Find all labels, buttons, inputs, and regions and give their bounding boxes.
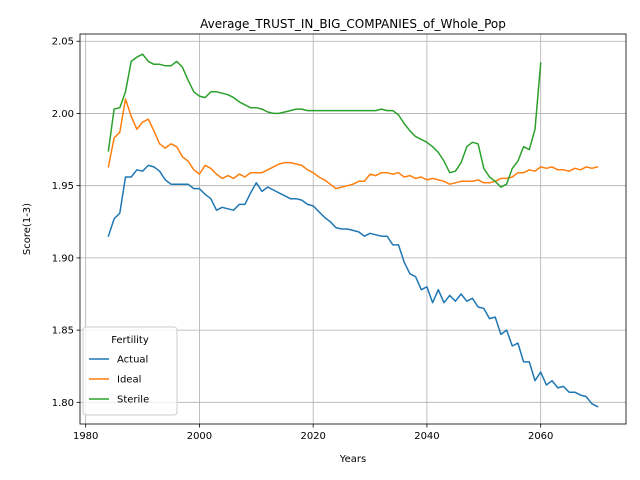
series-line-actual xyxy=(107,164,599,408)
x-tick-label: 2040 xyxy=(414,431,439,442)
y-tick-label: 1.90 xyxy=(52,253,74,264)
series-line-sterile xyxy=(107,53,542,188)
y-tick-label: 1.85 xyxy=(52,326,74,337)
series-line-ideal xyxy=(107,98,599,190)
series-lines xyxy=(107,53,599,408)
legend-box xyxy=(82,326,178,416)
y-axis-label: Score(1-3) xyxy=(22,203,33,255)
x-tick-label: 2000 xyxy=(187,431,212,442)
y-tick-label: 1.95 xyxy=(52,181,74,192)
grid xyxy=(80,34,626,424)
legend-label-actual: Actual xyxy=(117,355,148,366)
x-tick-label: 2060 xyxy=(528,431,553,442)
y-tick-label: 2.00 xyxy=(52,109,74,120)
legend-label-sterile: Sterile xyxy=(117,395,149,406)
plot-frame xyxy=(79,33,627,425)
legend: Fertility Actual Ideal Sterile xyxy=(82,326,178,416)
x-axis-ticks: 1980 2000 2020 2040 2060 xyxy=(73,424,553,442)
legend-title: Fertility xyxy=(111,335,149,346)
y-tick-label: 2.05 xyxy=(52,37,74,48)
legend-label-ideal: Ideal xyxy=(117,375,141,386)
y-axis-ticks: 1.80 1.85 1.90 1.95 2.00 2.05 xyxy=(52,37,80,409)
x-axis-label: Years xyxy=(339,454,366,465)
chart-title: Average_TRUST_IN_BIG_COMPANIES_of_Whole_… xyxy=(200,17,506,31)
x-tick-label: 1980 xyxy=(73,431,98,442)
legend-items: Actual Ideal Sterile xyxy=(89,355,149,406)
x-tick-label: 2020 xyxy=(300,431,325,442)
y-tick-label: 1.80 xyxy=(52,398,74,409)
